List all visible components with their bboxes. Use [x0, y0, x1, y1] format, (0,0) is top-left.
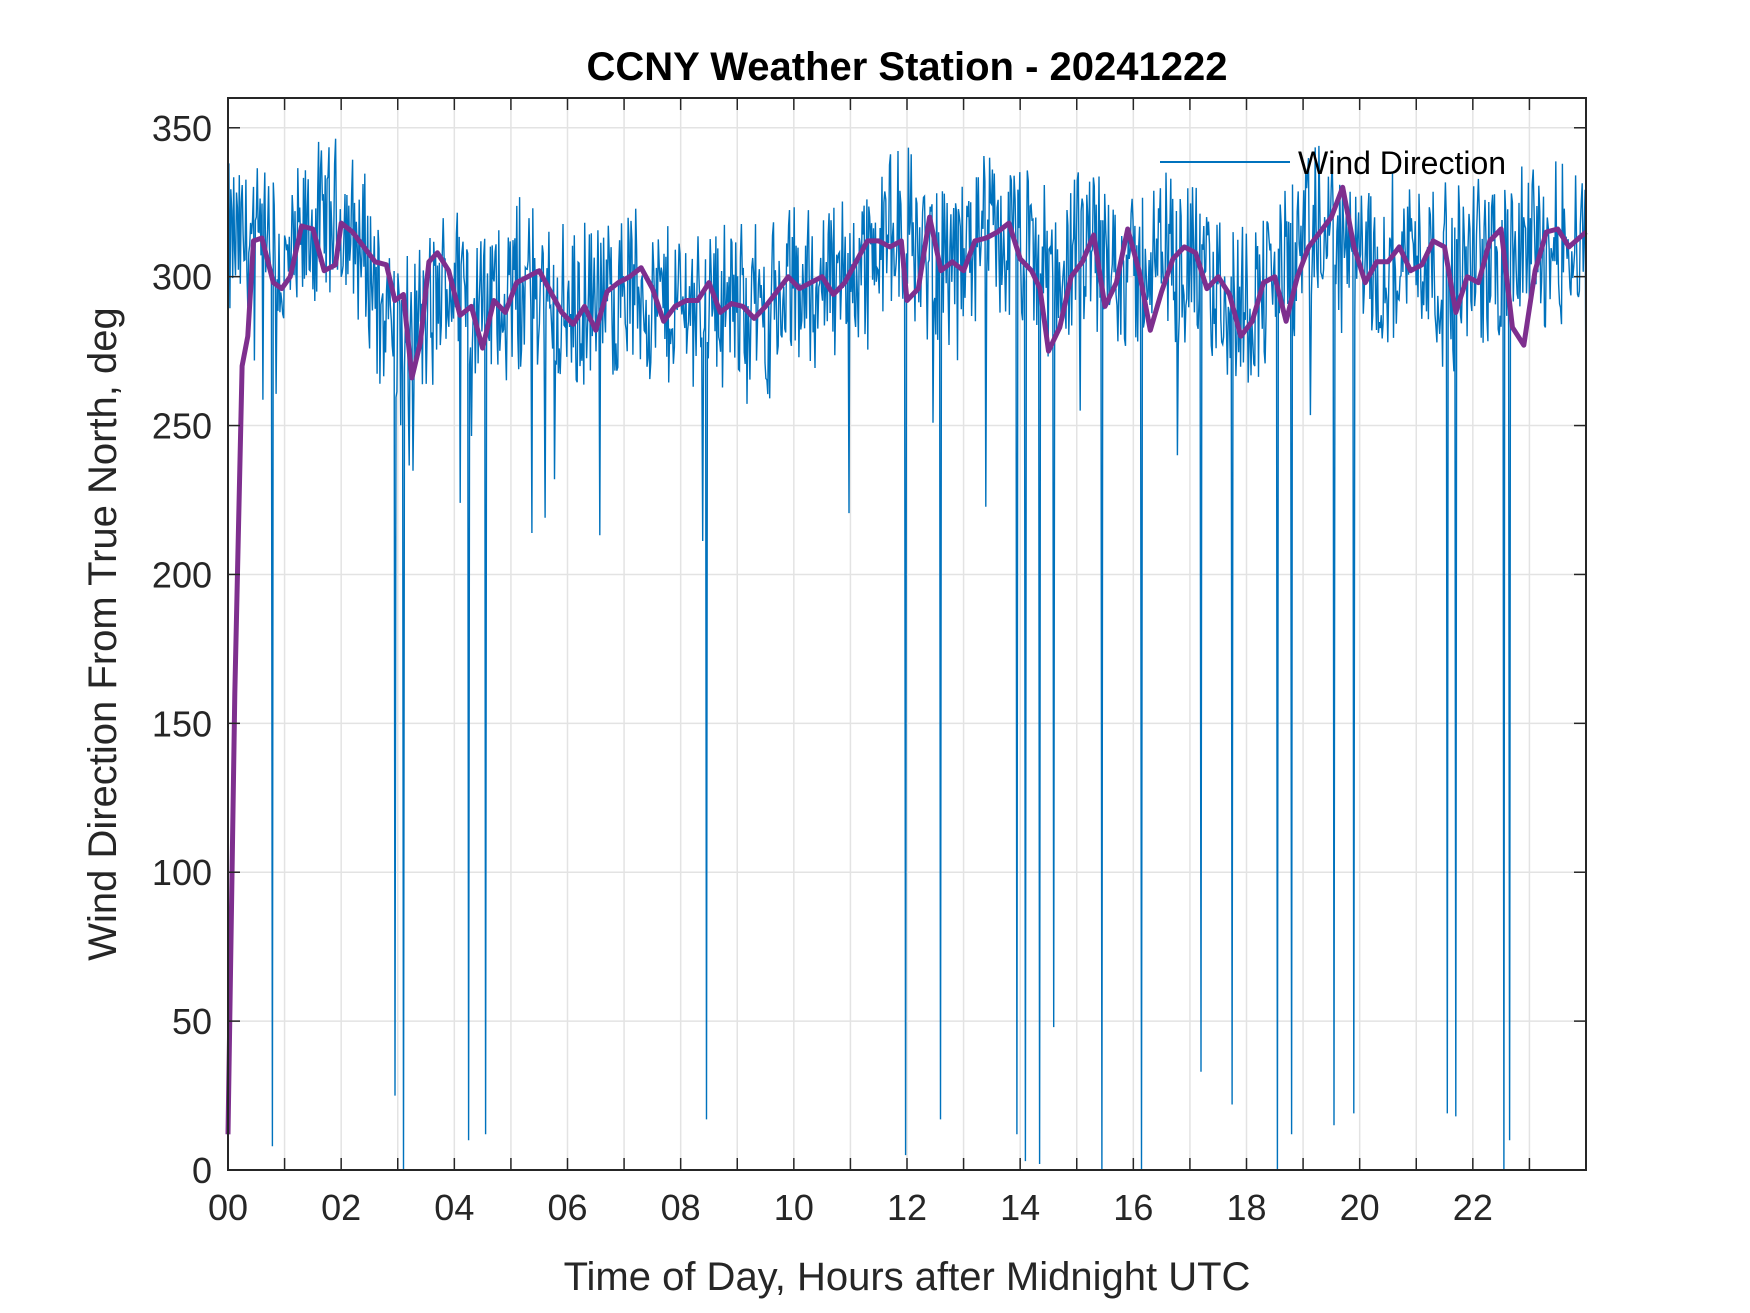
y-tick-label: 200	[152, 554, 212, 595]
x-tick-label: 04	[434, 1187, 474, 1228]
x-tick-labels: 00 02 04 06 08 10 12 14 16 18 20 22	[208, 1187, 1493, 1228]
x-tick-label: 20	[1340, 1187, 1380, 1228]
x-tick-label: 18	[1226, 1187, 1266, 1228]
y-tick-label: 0	[192, 1150, 212, 1191]
x-tick-label: 10	[774, 1187, 814, 1228]
y-axis-label: Wind Direction From True North, deg	[81, 307, 125, 961]
x-tick-label: 02	[321, 1187, 361, 1228]
y-tick-label: 50	[172, 1001, 212, 1042]
x-axis-label: Time of Day, Hours after Midnight UTC	[564, 1255, 1251, 1299]
chart-title: CCNY Weather Station - 20241222	[587, 45, 1228, 89]
legend: Wind Direction	[1160, 145, 1506, 181]
y-tick-label: 300	[152, 257, 212, 298]
series-line-average	[225, 184, 1588, 1135]
x-tick-label: 08	[661, 1187, 701, 1228]
series-layer	[225, 138, 1588, 1171]
x-tick-label: 00	[208, 1187, 248, 1228]
y-tick-label: 150	[152, 703, 212, 744]
x-tick-label: 06	[547, 1187, 587, 1228]
y-tick-label: 350	[152, 108, 212, 149]
y-tick-label: 250	[152, 406, 212, 447]
x-tick-label: 22	[1453, 1187, 1493, 1228]
legend-entry-wind-direction: Wind Direction	[1298, 145, 1506, 181]
tick-marks	[227, 98, 1587, 1171]
y-tick-label: 100	[152, 852, 212, 893]
y-tick-labels: 0 50 100 150 200 250 300 350	[152, 108, 212, 1191]
x-tick-label: 12	[887, 1187, 927, 1228]
x-tick-label: 14	[1000, 1187, 1040, 1228]
x-tick-label: 16	[1113, 1187, 1153, 1228]
